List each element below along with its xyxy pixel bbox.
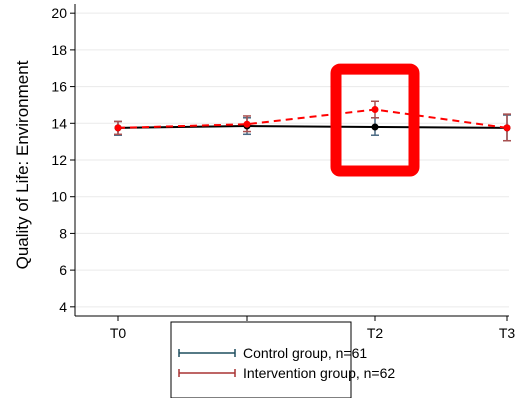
y-tick-label-10: 10 (51, 189, 67, 205)
legend: Control group, n=61 Intervention group, n… (170, 321, 395, 398)
point-1-T3 (503, 124, 511, 132)
x-tick-label-T2: T2 (367, 325, 384, 341)
gridlines (75, 12, 509, 308)
series-line-1 (117, 108, 508, 129)
y-tick-label-16: 16 (51, 79, 67, 95)
legend-box (170, 321, 352, 398)
y-axis-title: Quality of Life: Environment (13, 60, 32, 269)
x-tick-label-T3: T3 (499, 325, 515, 341)
legend-item-1: Intervention group, n=62 (178, 365, 395, 381)
legend-item-0: Control group, n=61 (178, 345, 367, 361)
highlight-rectangle-T2 (330, 63, 420, 177)
point-1-T2 (371, 106, 379, 114)
x-tick-label-T0: T0 (110, 325, 127, 341)
legend-label-0: Control group, n=61 (243, 345, 367, 361)
legend-label-1: Intervention group, n=62 (243, 365, 395, 381)
y-tick-label-8: 8 (59, 225, 67, 241)
annotation-layer (330, 63, 420, 177)
point-1-T0 (114, 124, 122, 132)
y-tick-label-4: 4 (59, 299, 67, 315)
y-tick-label-14: 14 (51, 115, 67, 131)
point-0-T2 (371, 123, 379, 131)
y-axis: 4 6 8 10 12 14 16 18 20 (51, 4, 76, 316)
series-layer (114, 100, 511, 142)
y-tick-label-6: 6 (59, 262, 67, 278)
point-1-T1 (243, 120, 251, 128)
y-tick-label-20: 20 (51, 5, 67, 21)
y-tick-label-18: 18 (51, 42, 67, 58)
y-tick-label-12: 12 (51, 152, 67, 168)
